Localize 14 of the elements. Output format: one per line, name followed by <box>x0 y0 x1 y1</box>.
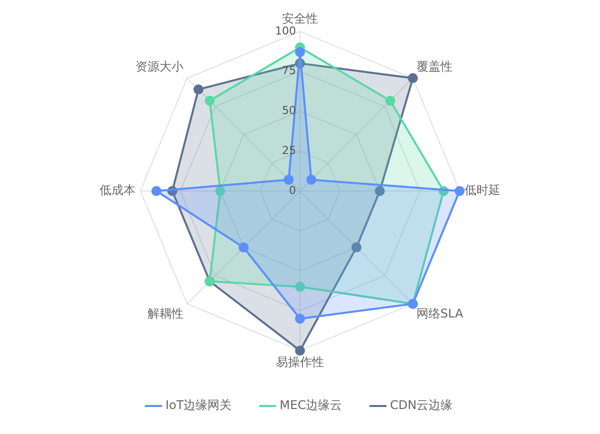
y-tick-label: 75 <box>282 64 296 78</box>
spoke-label: 安全性 <box>282 11 318 26</box>
legend-label: MEC边缘云 <box>280 398 342 412</box>
legend-label: CDN云边缘 <box>390 398 453 412</box>
spoke-label: 资源大小 <box>136 60 184 74</box>
spoke-label: 低时延 <box>464 183 501 198</box>
y-tick-label: 100 <box>275 24 296 38</box>
spoke-label: 覆盖性 <box>416 60 452 74</box>
y-tick-label: 0 <box>289 184 296 197</box>
legend-label: IoT边缘网关 <box>165 398 232 412</box>
spoke-label: 网络SLA <box>416 306 464 321</box>
spoke-label: 易操作性 <box>276 354 324 369</box>
spoke-label: 解耦性 <box>148 306 184 321</box>
spoke-label: 低成本 <box>99 183 136 198</box>
